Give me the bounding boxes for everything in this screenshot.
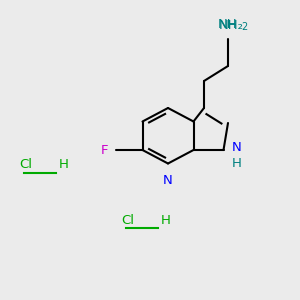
Text: 2: 2 (242, 22, 248, 32)
Text: Cl: Cl (20, 158, 32, 172)
Text: N: N (232, 141, 242, 154)
Text: H: H (232, 157, 242, 170)
Text: Cl: Cl (122, 214, 134, 227)
Text: N: N (163, 174, 173, 187)
Text: F: F (100, 143, 108, 157)
Text: H: H (58, 158, 68, 172)
Text: NH: NH (218, 19, 238, 32)
Text: H: H (160, 214, 170, 227)
Text: NH₂: NH₂ (218, 20, 244, 32)
